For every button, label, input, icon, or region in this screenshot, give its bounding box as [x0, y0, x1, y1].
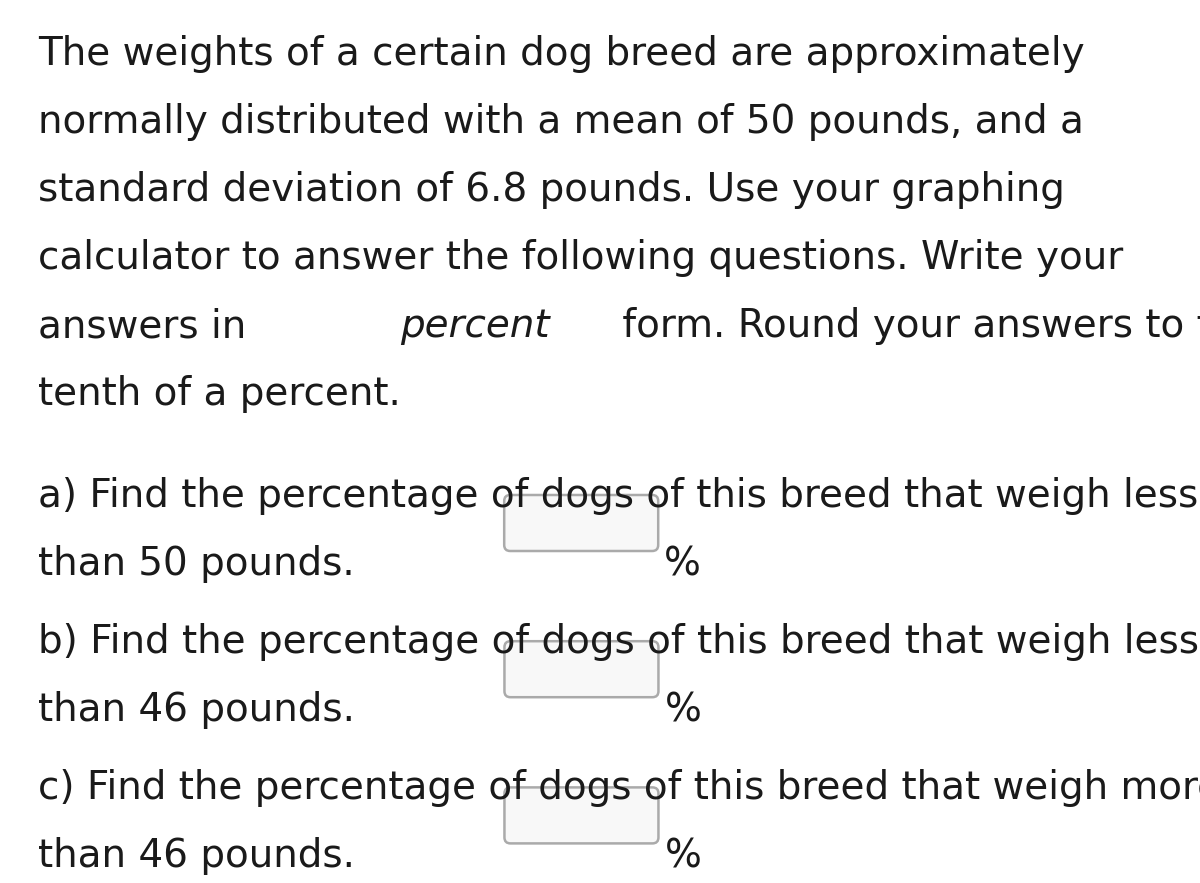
Text: %: % — [665, 691, 701, 729]
Text: standard deviation of 6.8 pounds. Use your graphing: standard deviation of 6.8 pounds. Use yo… — [38, 171, 1064, 209]
Text: tenth of a percent.: tenth of a percent. — [38, 375, 401, 413]
Text: calculator to answer the following questions. Write your: calculator to answer the following quest… — [38, 239, 1123, 277]
Text: answers in: answers in — [38, 307, 259, 345]
Text: %: % — [665, 837, 701, 875]
Text: c) Find the percentage of dogs of this breed that weigh more: c) Find the percentage of dogs of this b… — [38, 769, 1200, 807]
Text: than 50 pounds.: than 50 pounds. — [38, 545, 355, 583]
Text: %: % — [665, 545, 701, 583]
Text: normally distributed with a mean of 50 pounds, and a: normally distributed with a mean of 50 p… — [38, 103, 1084, 141]
Text: than 46 pounds.: than 46 pounds. — [38, 691, 355, 729]
FancyBboxPatch shape — [504, 641, 659, 698]
Text: a) Find the percentage of dogs of this breed that weigh less: a) Find the percentage of dogs of this b… — [38, 477, 1199, 515]
Text: than 46 pounds.: than 46 pounds. — [38, 837, 355, 875]
Text: percent: percent — [400, 307, 550, 345]
Text: form. Round your answers to the nearest: form. Round your answers to the nearest — [610, 307, 1200, 345]
Text: The weights of a certain dog breed are approximately: The weights of a certain dog breed are a… — [38, 35, 1085, 73]
FancyBboxPatch shape — [504, 495, 659, 551]
FancyBboxPatch shape — [504, 788, 659, 843]
Text: b) Find the percentage of dogs of this breed that weigh less: b) Find the percentage of dogs of this b… — [38, 623, 1199, 661]
